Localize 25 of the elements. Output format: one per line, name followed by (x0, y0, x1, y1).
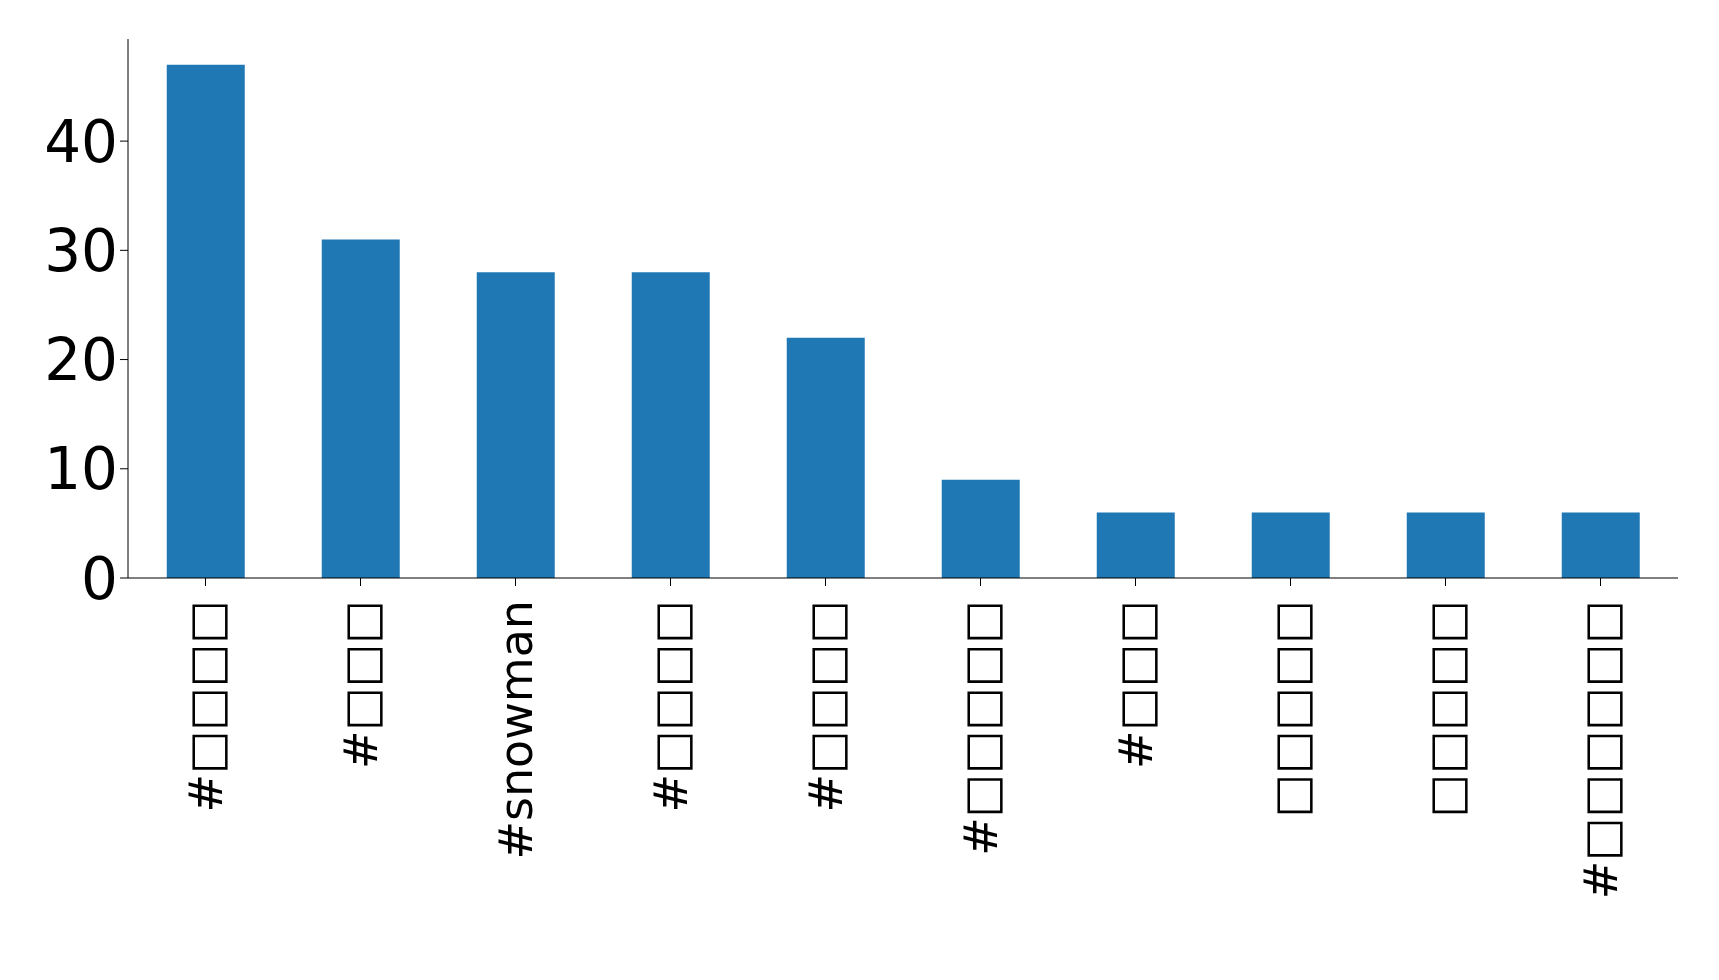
bar (1251, 512, 1330, 578)
bar (1096, 512, 1175, 578)
y-tick-label: 40 (44, 107, 118, 176)
bar (1406, 512, 1485, 578)
x-tick-label: #□□□ (1108, 600, 1163, 769)
y-tick-label: 0 (81, 544, 118, 613)
bar (1561, 512, 1640, 578)
x-tick-label: #□□□□ (643, 600, 698, 813)
x-tick-label: #□□□□□□ (1573, 600, 1628, 900)
x-tick-label: #snowman (488, 600, 543, 860)
x-tick-label: #□□□□ (798, 600, 853, 813)
bar (166, 64, 245, 578)
x-tick-label: #□□□□□ (953, 600, 1008, 856)
y-tick-label: 20 (44, 326, 118, 395)
bar (786, 337, 865, 578)
x-tick-label: □□□□□ (1263, 600, 1318, 818)
x-tick-label: #□□□ (333, 600, 388, 769)
bar (321, 239, 400, 578)
x-tick-label: #□□□□ (178, 600, 233, 813)
bar (631, 272, 710, 578)
y-tick-label: 10 (44, 435, 118, 504)
x-tick-label: □□□□□ (1418, 600, 1473, 818)
y-tick-label: 30 (44, 216, 118, 285)
bar (941, 479, 1020, 578)
bar (476, 272, 555, 578)
